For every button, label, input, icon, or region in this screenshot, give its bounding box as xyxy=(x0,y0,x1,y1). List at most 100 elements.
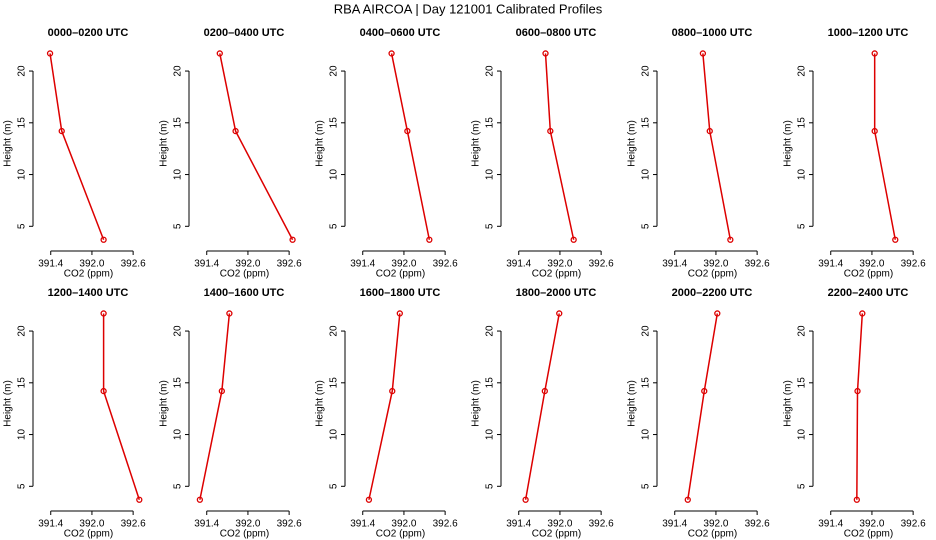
panel: 1400–1600 UTC 391.4 392.0 392.6 CO2 (ppm) 5 10… xyxy=(159,287,302,540)
panel: 1000–1200 UTC 391.4 392.0 392.6 CO2 (ppm) 5 10… xyxy=(783,27,926,280)
x-tick-label: 392.0 xyxy=(547,519,572,530)
profile-point xyxy=(196,496,204,503)
y-tick-label: 5 xyxy=(329,223,340,229)
y-axis-label: Height (m) xyxy=(315,120,326,167)
y-tick-label: 20 xyxy=(17,65,28,77)
y-tick-label: 20 xyxy=(17,325,28,337)
profile-point xyxy=(389,387,396,395)
y-axis-label: Height (m) xyxy=(627,380,638,427)
profile-point xyxy=(404,127,411,135)
x-tick-label: 392.6 xyxy=(901,519,926,530)
x-tick-label: 392.0 xyxy=(235,259,260,270)
y-tick-label: 20 xyxy=(797,65,808,77)
panel-title: 0200–0400 UTC xyxy=(204,27,285,39)
panel: 1800–2000 UTC 391.4 392.0 392.6 CO2 (ppm) 5 10… xyxy=(471,287,614,540)
panel-title: 0800–1000 UTC xyxy=(672,27,753,39)
y-tick-label: 15 xyxy=(173,377,184,389)
profile-line xyxy=(873,53,897,240)
x-axis-label: CO2 (ppm) xyxy=(220,529,269,540)
x-tick-label: 392.6 xyxy=(901,259,926,270)
profile-line xyxy=(368,313,401,500)
profile-point xyxy=(100,387,107,395)
profile-point xyxy=(232,127,239,135)
y-tick-label: 10 xyxy=(17,169,28,181)
x-tick-label: 391.4 xyxy=(350,519,375,530)
panel: 0600–0800 UTC 391.4 392.0 392.6 CO2 (ppm) 5 10… xyxy=(471,27,614,280)
panel-title: 1000–1200 UTC xyxy=(828,27,909,39)
x-tick-label: 392.0 xyxy=(79,519,104,530)
panel-title: 1600–1800 UTC xyxy=(360,287,441,299)
y-tick-label: 10 xyxy=(173,169,184,181)
x-tick-label: 391.4 xyxy=(818,519,843,530)
y-tick-label: 20 xyxy=(797,325,808,337)
profile-point xyxy=(871,127,878,135)
panel-title: 2000–2200 UTC xyxy=(672,287,753,299)
profile-point xyxy=(542,50,549,57)
profile-point xyxy=(701,387,708,395)
y-axis-label: Height (m) xyxy=(315,380,326,427)
y-tick-label: 20 xyxy=(329,325,340,337)
y-axis-label: Height (m) xyxy=(471,120,482,167)
profile-point xyxy=(871,50,878,57)
profile-point xyxy=(218,387,225,395)
x-tick-label: 391.4 xyxy=(350,259,375,270)
panel: 2000–2200 UTC 391.4 392.0 392.6 CO2 (ppm) 5 10… xyxy=(627,287,770,540)
panel-title: 0600–0800 UTC xyxy=(516,27,597,39)
profile-point xyxy=(522,496,529,503)
x-axis-label: CO2 (ppm) xyxy=(64,269,113,280)
y-tick-label: 5 xyxy=(17,483,28,489)
profile-point xyxy=(136,496,143,503)
y-tick-label: 10 xyxy=(485,429,496,441)
panel: 2200–2400 UTC 391.4 392.0 392.6 CO2 (ppm) 5 10… xyxy=(783,287,926,540)
y-tick-label: 5 xyxy=(173,483,184,489)
x-axis-label: CO2 (ppm) xyxy=(376,269,425,280)
figure-title: RBA AIRCOA | Day 121001 Calibrated Profi… xyxy=(334,1,603,16)
profile-line xyxy=(49,53,105,241)
profile-point xyxy=(714,310,721,317)
profile-point xyxy=(58,127,65,135)
x-axis-label: CO2 (ppm) xyxy=(844,529,893,540)
profile-point xyxy=(100,236,107,243)
y-tick-label: 10 xyxy=(173,429,184,441)
y-tick-label: 5 xyxy=(797,483,808,489)
x-tick-label: 392.6 xyxy=(589,259,614,270)
profile-point xyxy=(556,310,563,317)
y-tick-label: 20 xyxy=(641,65,652,77)
y-axis-label: Height (m) xyxy=(159,120,170,167)
y-axis-label: Height (m) xyxy=(783,380,794,427)
x-tick-label: 392.6 xyxy=(589,519,614,530)
y-tick-label: 15 xyxy=(173,117,184,129)
y-axis-label: Height (m) xyxy=(783,120,794,167)
y-tick-label: 5 xyxy=(485,483,496,489)
y-tick-label: 5 xyxy=(797,223,808,229)
panel-title: 1400–1600 UTC xyxy=(204,287,285,299)
y-tick-label: 20 xyxy=(485,325,496,337)
profile-point xyxy=(289,236,296,243)
y-axis-label: Height (m) xyxy=(159,380,170,427)
panel: 0800–1000 UTC 391.4 392.0 392.6 CO2 (ppm) 5 10… xyxy=(627,27,770,280)
x-tick-label: 391.4 xyxy=(194,519,219,530)
y-tick-label: 5 xyxy=(641,483,652,489)
x-tick-label: 391.4 xyxy=(38,519,63,530)
y-tick-label: 20 xyxy=(173,325,184,337)
x-tick-label: 392.0 xyxy=(79,259,104,270)
profile-point xyxy=(699,50,707,57)
x-axis-label: CO2 (ppm) xyxy=(532,529,581,540)
profile-point xyxy=(859,310,866,317)
y-tick-label: 15 xyxy=(329,117,340,129)
x-tick-label: 392.0 xyxy=(235,519,260,530)
x-tick-label: 392.6 xyxy=(121,519,146,530)
x-tick-label: 391.4 xyxy=(506,519,531,530)
y-tick-label: 15 xyxy=(485,117,496,129)
x-tick-label: 391.4 xyxy=(506,259,531,270)
y-tick-label: 5 xyxy=(173,223,184,229)
x-axis-label: CO2 (ppm) xyxy=(376,529,425,540)
x-tick-label: 392.0 xyxy=(859,259,884,270)
profile-point xyxy=(46,50,54,57)
profile-line xyxy=(199,313,231,500)
x-tick-label: 392.6 xyxy=(277,519,302,530)
y-tick-label: 10 xyxy=(641,429,652,441)
y-tick-label: 20 xyxy=(173,65,184,77)
x-tick-label: 392.0 xyxy=(703,259,728,270)
